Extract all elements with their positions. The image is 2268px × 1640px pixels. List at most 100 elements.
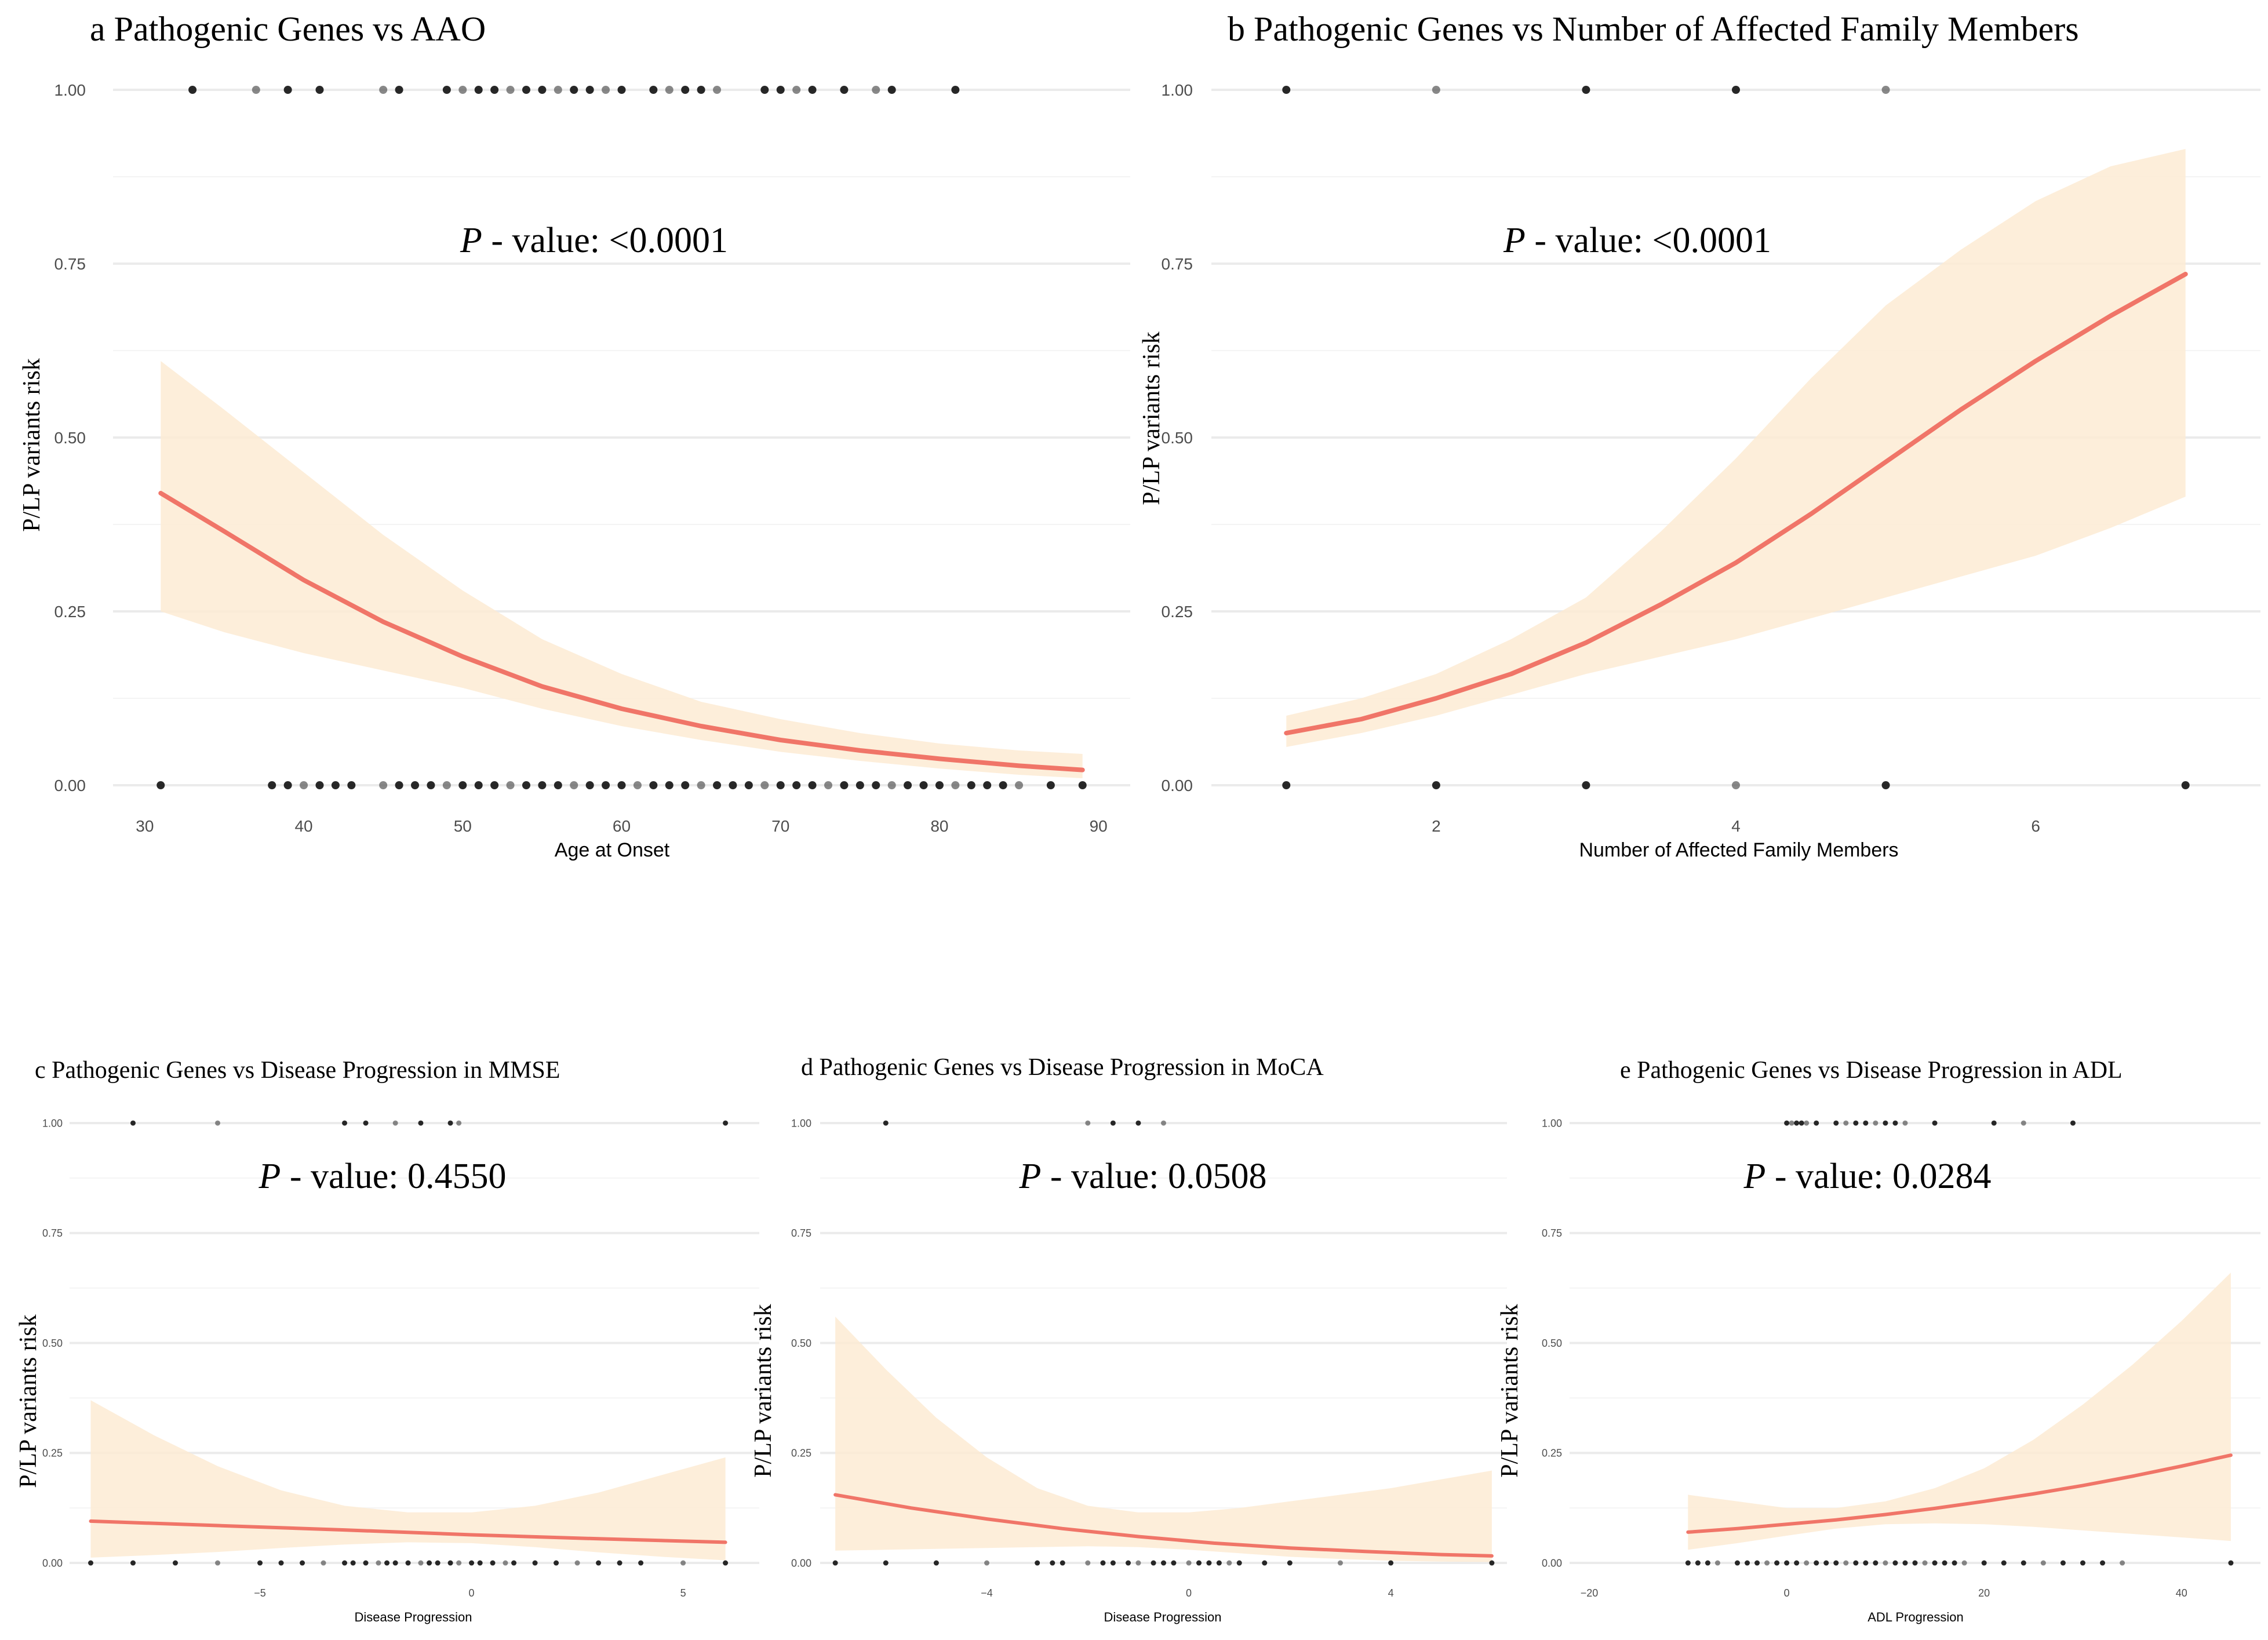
panel-d-point-y0 bbox=[1206, 1560, 1212, 1566]
panel-a-point-y1 bbox=[951, 86, 960, 94]
panel-e: e Pathogenic Genes vs Disease Progressio… bbox=[1497, 1057, 2260, 1624]
panel-e-point-y0 bbox=[1942, 1560, 1947, 1566]
panel-e-point-y1 bbox=[1784, 1120, 1790, 1126]
panel-d-point-y0 bbox=[984, 1560, 990, 1566]
panel-c-point-y0 bbox=[350, 1560, 356, 1566]
panel-a-x-tick-label: 90 bbox=[1090, 817, 1108, 835]
panel-a-point-y1 bbox=[665, 86, 674, 94]
panel-c-point-y0 bbox=[257, 1560, 263, 1566]
panel-c-y-axis-label: P/LP variants risk bbox=[15, 1314, 42, 1488]
panel-c-point-y0 bbox=[405, 1560, 411, 1566]
panel-e-y-tick-label: 1.00 bbox=[1542, 1117, 1562, 1129]
panel-e-fit-line bbox=[1686, 1453, 2233, 1534]
panel-e-point-y0 bbox=[2080, 1560, 2085, 1566]
panel-e-point-y0 bbox=[1823, 1560, 1829, 1566]
panel-a-point-y0 bbox=[602, 781, 610, 789]
panel-b-point-y0 bbox=[1582, 781, 1590, 789]
panel-e-x-tick-label: 0 bbox=[1784, 1587, 1790, 1599]
panel-a-point-y0 bbox=[490, 781, 499, 789]
panel-a-point-y0 bbox=[681, 781, 690, 789]
panel-a-title: a Pathogenic Genes vs AAO bbox=[90, 10, 486, 48]
panel-e-p-value: P - value: 0.0284 bbox=[1743, 1157, 1991, 1196]
panel-d-title: d Pathogenic Genes vs Disease Progressio… bbox=[801, 1054, 1324, 1081]
panel-e-point-y0 bbox=[1764, 1560, 1770, 1566]
panel-a-point-y1 bbox=[379, 86, 388, 94]
panel-d-point-y1 bbox=[1110, 1120, 1116, 1126]
panel-b-p-value: P - value: <0.0001 bbox=[1503, 221, 1771, 260]
panel-a-point-y1 bbox=[872, 86, 880, 94]
panel-e-point-y0 bbox=[2100, 1560, 2106, 1566]
panel-a-point-y0 bbox=[665, 781, 674, 789]
panel-d-fit-line bbox=[833, 1493, 1494, 1558]
panel-e-point-y0 bbox=[1873, 1560, 1879, 1566]
panel-a-point-y0 bbox=[331, 781, 340, 789]
panel-a-x-tick-label: 50 bbox=[454, 817, 472, 835]
panel-a-point-y0 bbox=[442, 781, 451, 789]
panel-d-point-y1 bbox=[883, 1120, 889, 1126]
panel-d-point-y0 bbox=[1151, 1560, 1156, 1566]
panel-c-point-y0 bbox=[490, 1560, 496, 1566]
panel-a-point-y0 bbox=[427, 781, 435, 789]
panel-d-point-y0 bbox=[1050, 1560, 1055, 1566]
panel-a-point-y0 bbox=[300, 781, 308, 789]
panel-a-point-y0 bbox=[983, 781, 992, 789]
panel-e-confidence-band bbox=[1688, 1273, 2231, 1550]
panel-d-point-y0 bbox=[1236, 1560, 1242, 1566]
panel-e-point-y0 bbox=[1714, 1560, 1720, 1566]
panel-d-point-y0 bbox=[1161, 1560, 1166, 1566]
panel-e-point-y0 bbox=[1932, 1560, 1938, 1566]
panel-e-point-y0 bbox=[2060, 1560, 2066, 1566]
panel-b-confidence-band bbox=[1286, 149, 2186, 747]
panel-d-point-y0 bbox=[1388, 1560, 1394, 1566]
panel-c-point-y0 bbox=[300, 1560, 305, 1566]
panel-d-y-tick-label: 0.00 bbox=[791, 1557, 811, 1569]
panel-d-y-tick-label: 0.50 bbox=[791, 1337, 811, 1349]
panel-a-point-y1 bbox=[776, 86, 785, 94]
panel-d-x-axis-label: Disease Progression bbox=[1104, 1610, 1222, 1624]
panel-a-point-y1 bbox=[188, 86, 197, 94]
panel-d-confidence-band bbox=[835, 1317, 1492, 1562]
panel-c-point-y0 bbox=[427, 1560, 432, 1566]
panel-e-point-y0 bbox=[1754, 1560, 1760, 1566]
panel-c-y-tick-label: 0.25 bbox=[42, 1448, 63, 1459]
panel-a-point-y0 bbox=[855, 781, 864, 789]
panel-d-point-y0 bbox=[1126, 1560, 1131, 1566]
panel-a-point-y0 bbox=[395, 781, 403, 789]
panel-a-point-y0 bbox=[458, 781, 467, 789]
panel-c-point-y1 bbox=[130, 1120, 136, 1126]
panel-c-point-y0 bbox=[680, 1560, 686, 1566]
panel-e-point-y1 bbox=[1789, 1120, 1794, 1126]
panel-e-point-y0 bbox=[1833, 1560, 1839, 1566]
panel-e-point-y0 bbox=[1705, 1560, 1710, 1566]
panel-b-p-text: - value: <0.0001 bbox=[1526, 221, 1771, 260]
panel-d-point-y0 bbox=[1262, 1560, 1268, 1566]
panel-e-point-y0 bbox=[1784, 1560, 1790, 1566]
panel-a-point-y1 bbox=[681, 86, 690, 94]
panel-b-point-y1 bbox=[1282, 86, 1291, 94]
panel-a-point-y0 bbox=[156, 781, 165, 789]
panel-a-point-y0 bbox=[570, 781, 578, 789]
panel-b-point-y1 bbox=[1732, 86, 1740, 94]
panel-e-point-y0 bbox=[2120, 1560, 2125, 1566]
panel-a-point-y0 bbox=[1046, 781, 1055, 789]
panel-a-x-tick-label: 60 bbox=[613, 817, 631, 835]
panel-a-point-y1 bbox=[538, 86, 547, 94]
panel-b-title: b Pathogenic Genes vs Number of Affected… bbox=[1228, 10, 2079, 48]
panel-e-point-y1 bbox=[1873, 1120, 1879, 1126]
panel-c-point-y0 bbox=[574, 1560, 580, 1566]
panel-a-y-tick-label: 0.25 bbox=[54, 603, 86, 621]
panel-e-point-y0 bbox=[1804, 1560, 1810, 1566]
panel-b-point-y1 bbox=[1432, 86, 1440, 94]
panel-c-point-y0 bbox=[173, 1560, 179, 1566]
panel-d-point-y0 bbox=[883, 1560, 889, 1566]
panel-e-point-y0 bbox=[2040, 1560, 2046, 1566]
panel-d-point-y1 bbox=[1161, 1120, 1166, 1126]
panel-d-x-tick-label: 0 bbox=[1186, 1587, 1192, 1599]
panel-d-point-y0 bbox=[1216, 1560, 1222, 1566]
panel-e-y-tick-label: 0.50 bbox=[1542, 1337, 1562, 1349]
panel-a-point-y0 bbox=[283, 781, 292, 789]
panel-d-p-text: - value: 0.0508 bbox=[1041, 1157, 1266, 1196]
panel-d-point-y0 bbox=[1035, 1560, 1040, 1566]
panel-b-fit-line bbox=[1284, 272, 2188, 735]
panel-c-point-y1 bbox=[418, 1120, 424, 1126]
